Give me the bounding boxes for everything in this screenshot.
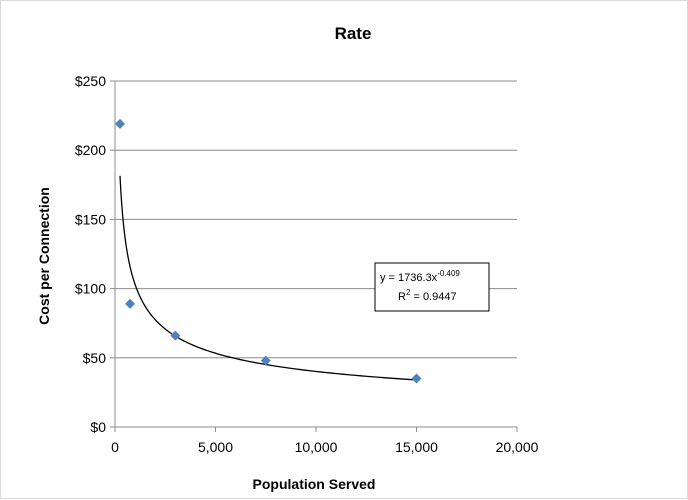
x-tick-label: 5,000 (198, 439, 233, 455)
y-tick-label: $150 (75, 211, 106, 227)
data-points (115, 118, 422, 384)
y-axis-title: Cost per Connection (36, 187, 52, 325)
equation-main: y = 1736.3x (380, 272, 438, 284)
r-squared-text: R2 = 0.9447 (398, 288, 457, 303)
r-squared-prefix: R (398, 291, 406, 303)
data-point (260, 355, 271, 366)
x-tick-label: 10,000 (295, 439, 338, 455)
equation-text: y = 1736.3x-0.409 (380, 269, 460, 284)
r-squared-value: = 0.9447 (410, 291, 456, 303)
data-point (125, 298, 136, 309)
x-tick-label: 20,000 (496, 439, 539, 455)
data-point (170, 330, 181, 341)
y-tick-label: $200 (75, 142, 106, 158)
y-tick-label: $250 (75, 73, 106, 89)
chart-title: Rate (335, 24, 372, 43)
r-squared-superscript: 2 (406, 288, 411, 297)
y-tick-label: $0 (90, 419, 106, 435)
y-tick-label: $50 (83, 350, 107, 366)
data-point (411, 373, 422, 384)
data-point (115, 118, 126, 129)
equation-exponent: -0.409 (437, 269, 460, 278)
gridlines (115, 80, 517, 359)
x-tick-label: 15,000 (395, 439, 438, 455)
trendline-equation-label: y = 1736.3x-0.409 R2 = 0.9447 (374, 262, 490, 312)
x-axis-ticks: 0 5,000 10,000 15,000 20,000 (111, 427, 539, 455)
x-tick-label: 0 (111, 439, 119, 455)
equation-box (374, 262, 490, 312)
y-tick-label: $100 (75, 281, 106, 297)
trendline (119, 175, 417, 381)
y-axis-ticks: $0 $50 $100 $150 $200 $250 (75, 73, 115, 435)
x-axis-title: Population Served (253, 476, 376, 492)
